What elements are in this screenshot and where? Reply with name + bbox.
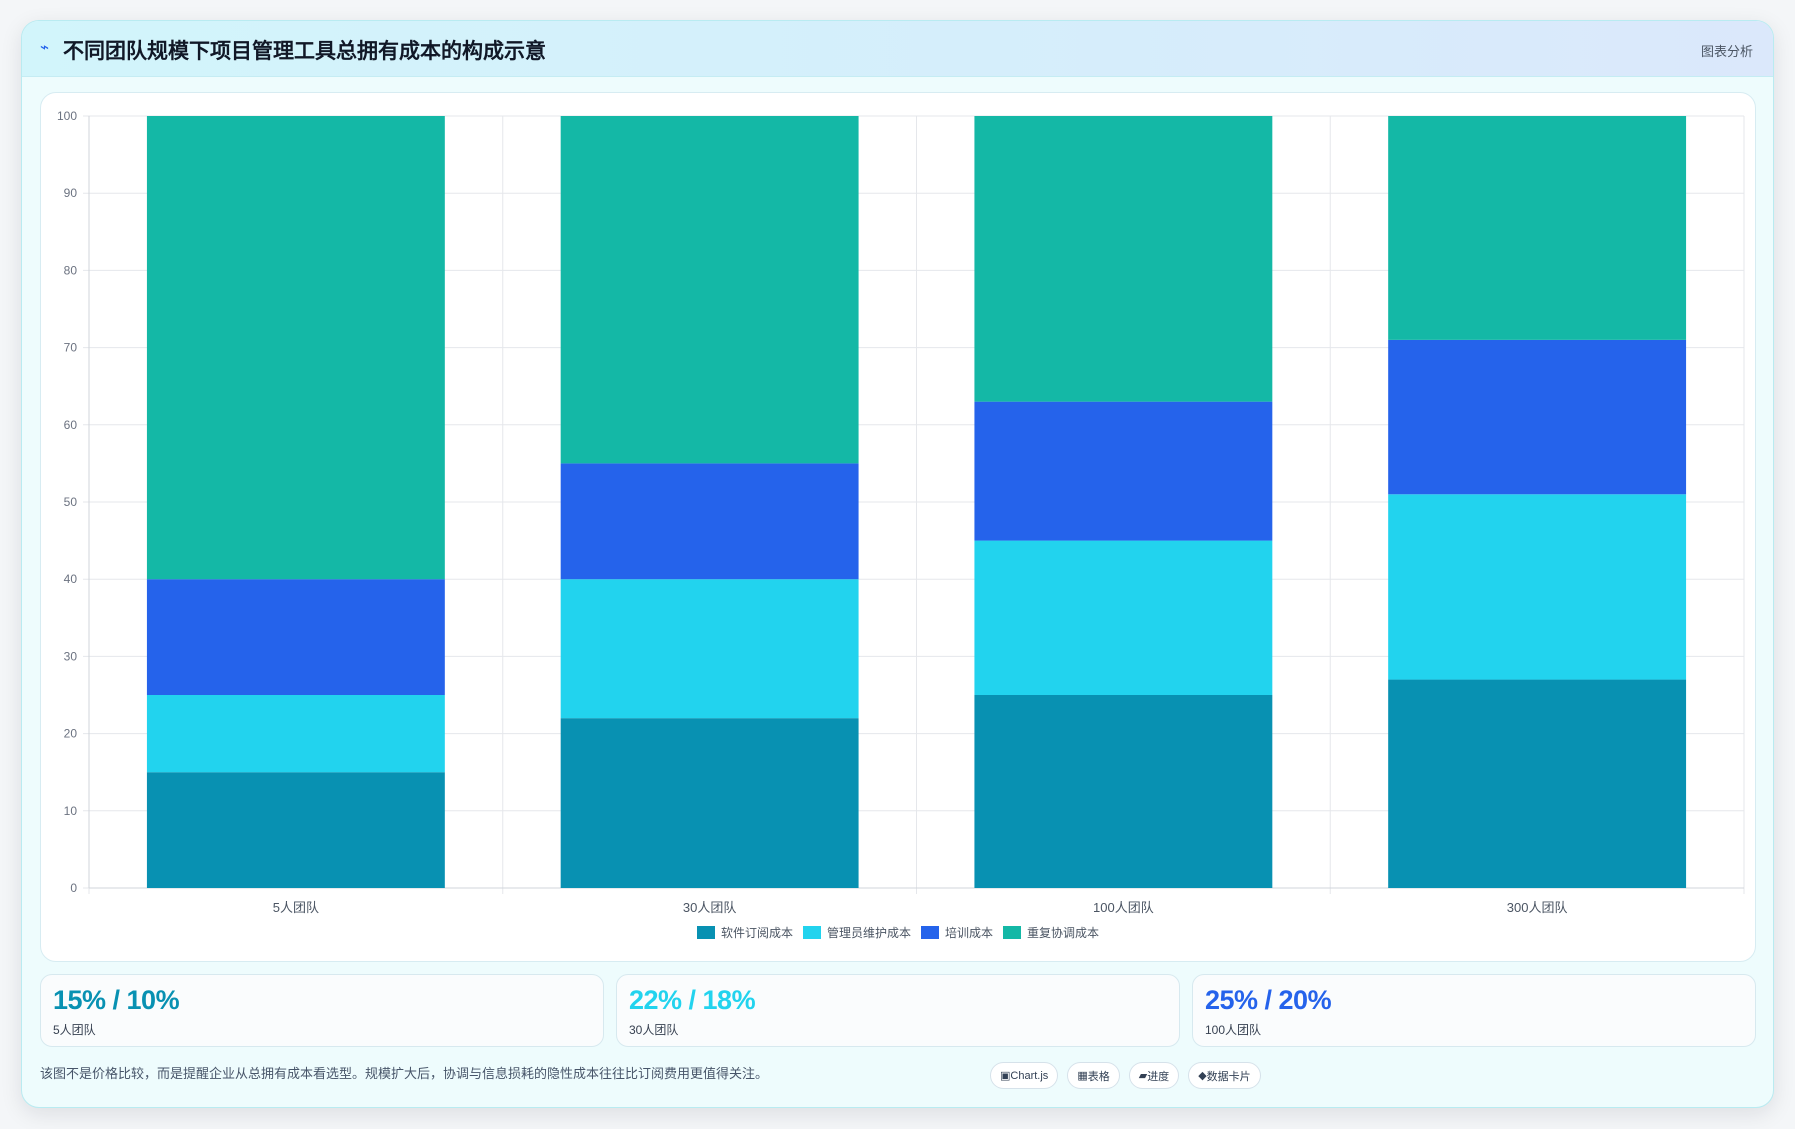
chip-chartjs[interactable]: ▣ Chart.js [990,1062,1059,1089]
legend-item[interactable]: 软件订阅成本 [696,924,793,941]
bar-segment [1388,116,1687,340]
bar-segment [146,116,445,580]
chip-label: 数据卡片 [1206,1070,1251,1083]
legend-item[interactable]: 培训成本 [921,924,993,941]
bar-segment [974,401,1273,541]
progress-icon: ▰ [1138,1070,1148,1082]
bar-segment [560,463,859,580]
chart-panel: 0 10 20 30 40 50 60 70 80 90 100 5人团队 30人团队 100人团队 300… [40,92,1756,962]
card-header: ⌁ 不同团队规模下项目管理工具总拥有成本的构成示意 图表分析 [22,21,1773,77]
y-tick-label: 60 [64,418,78,432]
bar-segment [1388,494,1687,680]
stat-label: 5人团队 [53,1023,96,1037]
bar-segment [1388,339,1687,495]
legend-item[interactable]: 重复协调成本 [1003,924,1099,941]
feature-chips: ▣ Chart.js ▦ 表格 ▰ 进度 ◆ 数据卡片 [990,1062,1261,1089]
stat-value: 22% / 18% [629,985,756,1015]
stat-card-100: 25% / 20% 100人团队 [1192,974,1756,1047]
legend-label: 培训成本 [945,926,994,940]
legend-swatch [696,926,715,939]
chip-label: 表格 [1087,1070,1110,1083]
legend-label: 软件订阅成本 [720,926,793,940]
y-tick-label: 100 [57,109,77,123]
x-tick-label: 30人团队 [683,900,736,915]
y-tick-label: 0 [70,881,77,895]
bar-segment [146,579,445,695]
bolt-icon: ⌁ [40,39,50,56]
stat-card-30: 22% / 18% 30人团队 [616,974,1180,1047]
x-tick-label: 300人团队 [1507,900,1568,915]
legend-swatch [1003,926,1022,939]
x-tick-label: 100人团队 [1093,900,1154,915]
bar-segment [146,695,445,773]
card-title: 不同团队规模下项目管理工具总拥有成本的构成示意 [63,40,546,63]
y-tick-label: 90 [64,186,78,200]
legend-item[interactable]: 管理员维护成本 [802,924,911,941]
table-icon: ▦ [1077,1070,1088,1082]
bar-segment [1388,679,1687,888]
data-card-icon: ◆ [1198,1070,1207,1082]
chart-icon: ▣ [1000,1070,1011,1082]
stat-label: 30人团队 [629,1023,679,1037]
bar-segment [974,695,1273,888]
legend-swatch [921,926,939,939]
stat-card-5: 15% / 10% 5人团队 [40,974,604,1047]
y-tick-label: 10 [64,804,78,818]
y-tick-label: 20 [64,727,78,741]
bar-segment [560,579,859,719]
legend-swatch [802,926,821,939]
y-tick-label: 50 [64,495,78,509]
y-tick-label: 30 [64,649,78,663]
chart-legend: 软件订阅成本 管理员维护成本 培训成本 重复协调成本 [41,924,1755,941]
stat-value: 15% / 10% [53,985,180,1015]
chart-analysis-tag: 图表分析 [1700,44,1753,59]
legend-label: 管理员维护成本 [826,926,911,940]
chip-label: Chart.js [1010,1069,1049,1082]
footnote: 该图不是价格比较，而是提醒企业从总拥有成本看选型。规模扩大后，协调与信息损耗的隐… [40,1066,769,1081]
bar-segment [974,540,1273,695]
y-tick-label: 40 [64,572,78,586]
chip-table[interactable]: ▦ 表格 [1067,1062,1120,1089]
y-tick-label: 70 [64,341,78,355]
y-tick-label: 80 [64,263,78,277]
bar-segment [974,116,1273,402]
chip-label: 进度 [1147,1070,1170,1083]
chart-card: ⌁ 不同团队规模下项目管理工具总拥有成本的构成示意 图表分析 0 10 20 30 40… [21,20,1774,1108]
chip-progress[interactable]: ▰ 进度 [1128,1062,1180,1089]
stat-value: 25% / 20% [1205,985,1332,1015]
bar-segment [560,718,859,888]
stat-label: 100人团队 [1205,1023,1262,1037]
bar-segment [146,772,445,888]
bar-segment [560,116,859,464]
stacked-bar-chart: 0 10 20 30 40 50 60 70 80 90 100 5人团队 30人团队 100人团队 300… [57,109,1745,915]
x-tick-label: 5人团队 [273,900,319,915]
chip-data-card[interactable]: ◆ 数据卡片 [1188,1062,1261,1089]
legend-label: 重复协调成本 [1027,926,1100,940]
